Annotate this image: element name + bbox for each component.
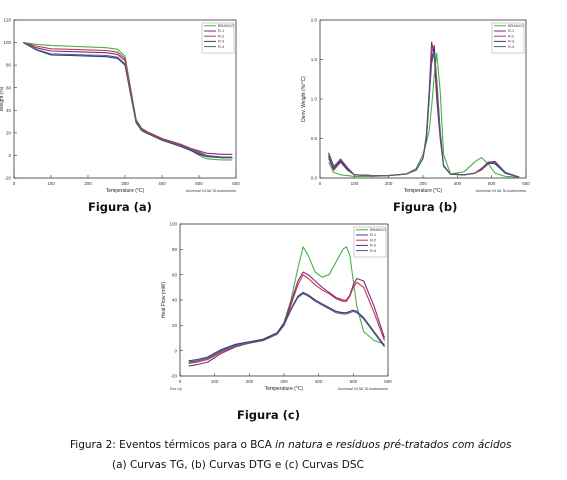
y-tick-label: 100 bbox=[3, 40, 11, 45]
instrument-footer: Universal V4.5A TA Instruments bbox=[186, 189, 237, 193]
y-tick-label: 60 bbox=[172, 272, 178, 277]
y-tick-label: 60 bbox=[6, 85, 12, 90]
caption-prefix: Figura 2: Eventos térmicos para o BCA bbox=[70, 439, 276, 451]
legend-entry: R-3 bbox=[370, 244, 376, 248]
series-line-r-3 bbox=[23, 42, 233, 159]
legend-box bbox=[353, 226, 387, 258]
series-line-r-4 bbox=[188, 293, 385, 363]
y-tick-label: 1.0 bbox=[311, 97, 318, 102]
x-tick-label: 300 bbox=[121, 181, 129, 186]
series-line-branco bbox=[23, 42, 233, 161]
y-tick-label: 120 bbox=[3, 18, 11, 23]
series-line-branco bbox=[328, 52, 520, 178]
legend-entry: BRANCO bbox=[508, 24, 524, 28]
legend-entry: R-1 bbox=[508, 29, 514, 33]
x-tick-label: 0 bbox=[319, 181, 322, 186]
series-line-r-3 bbox=[188, 291, 385, 362]
series-line-r-4 bbox=[328, 51, 520, 178]
y-tick-label: 80 bbox=[172, 247, 178, 252]
x-tick-label: 500 bbox=[195, 181, 203, 186]
series-line-r-1 bbox=[23, 42, 233, 155]
x-tick-label: 100 bbox=[47, 181, 55, 186]
instrument-footer: Universal V4.5A TA Instruments bbox=[476, 189, 527, 193]
dsc-chart: 0 100 200 300 400 500 600-20020406080100Temper… bbox=[161, 222, 392, 392]
y-tick-label: 100 bbox=[169, 222, 177, 227]
y-tick-label: -20 bbox=[4, 176, 11, 181]
series-line-r-3 bbox=[328, 47, 520, 178]
legend-entry: R-3 bbox=[508, 40, 514, 44]
figure-caption-line-2: (a) Curvas TG, (b) Curvas DTG e (c) Curv… bbox=[112, 459, 364, 471]
x-axis-label: Temperature (°C) bbox=[265, 386, 304, 392]
legend-entry: R-2 bbox=[508, 34, 514, 38]
y-tick-label: 0 bbox=[8, 153, 11, 158]
y-tick-label: 80 bbox=[6, 63, 12, 68]
figure-caption-line-1: Figura 2: Eventos térmicos para o BCA in… bbox=[70, 439, 512, 451]
x-tick-label: 300 bbox=[419, 181, 427, 186]
tg-chart: 0 100 200 300 400 500 600-20020406080100120Tem… bbox=[0, 18, 240, 194]
figure-c-label: Figura (c) bbox=[237, 408, 300, 422]
exo-up-label: Exo Up bbox=[170, 387, 182, 391]
x-tick-label: 500 bbox=[488, 181, 496, 186]
series-line-branco bbox=[188, 246, 385, 364]
y-tick-label: 0.5 bbox=[311, 136, 318, 141]
x-axis-label: Temperature (°C) bbox=[404, 188, 443, 194]
legend-entry: R-4 bbox=[508, 45, 514, 49]
series-line-r-2 bbox=[328, 44, 520, 178]
x-tick-label: 200 bbox=[385, 181, 393, 186]
x-tick-label: 500 bbox=[350, 379, 358, 384]
x-tick-label: 0 bbox=[13, 181, 16, 186]
y-tick-label: 40 bbox=[6, 108, 12, 113]
x-tick-label: 100 bbox=[211, 379, 219, 384]
x-tick-label: 200 bbox=[84, 181, 92, 186]
legend-entry: R-1 bbox=[218, 29, 224, 33]
series-line-r-2 bbox=[23, 42, 233, 159]
series-line-r-1 bbox=[188, 271, 386, 367]
y-tick-label: 1.5 bbox=[311, 57, 318, 62]
x-tick-label: 400 bbox=[158, 181, 166, 186]
y-tick-label: 0 bbox=[174, 348, 177, 353]
y-tick-label: -20 bbox=[170, 374, 177, 379]
legend-entry: R-2 bbox=[370, 238, 376, 242]
y-tick-label: 20 bbox=[6, 130, 12, 135]
legend-entry: R-4 bbox=[218, 45, 224, 49]
legend-box bbox=[201, 22, 235, 54]
y-tick-label: 2.0 bbox=[311, 18, 318, 23]
series-line-r-1 bbox=[328, 41, 520, 178]
legend-entry: R-2 bbox=[218, 34, 224, 38]
y-axis-label: Weight (%) bbox=[0, 86, 5, 111]
figure-b-label: Figura (b) bbox=[393, 200, 458, 214]
y-axis-label: Deriv. Weight (%/°C) bbox=[301, 76, 307, 122]
x-tick-label: 600 bbox=[384, 379, 392, 384]
x-tick-label: 400 bbox=[454, 181, 462, 186]
legend-entry: R-3 bbox=[218, 40, 224, 44]
caption-italic: in natura e resíduos pré-tratados com ác… bbox=[275, 439, 512, 451]
y-tick-label: 0.0 bbox=[311, 176, 318, 181]
x-tick-label: 600 bbox=[232, 181, 240, 186]
instrument-footer: Universal V4.5A TA Instruments bbox=[338, 387, 389, 391]
x-tick-label: 600 bbox=[522, 181, 530, 186]
x-tick-label: 100 bbox=[351, 181, 359, 186]
x-tick-label: 200 bbox=[246, 379, 254, 384]
x-tick-label: 0 bbox=[179, 379, 182, 384]
y-tick-label: 20 bbox=[172, 323, 178, 328]
x-tick-label: 300 bbox=[280, 379, 288, 384]
legend-entry: R-1 bbox=[370, 233, 376, 237]
series-line-r-4 bbox=[23, 42, 233, 158]
x-axis-label: Temperature (°C) bbox=[106, 188, 145, 194]
x-tick-label: 400 bbox=[315, 379, 323, 384]
legend-box bbox=[491, 22, 525, 54]
legend-entry: BRANCO bbox=[218, 24, 234, 28]
legend-entry: BRANCO bbox=[370, 228, 386, 232]
figure-a-label: Figura (a) bbox=[88, 200, 152, 214]
y-axis-label: Heat Flow (mW) bbox=[161, 282, 167, 318]
dtg-chart: 0 100 200 300 400 500 600 0.0 0.5 1.0 1.5 2.0 Temper… bbox=[301, 18, 530, 194]
y-tick-label: 40 bbox=[172, 298, 178, 303]
legend-entry: R-4 bbox=[370, 249, 376, 253]
